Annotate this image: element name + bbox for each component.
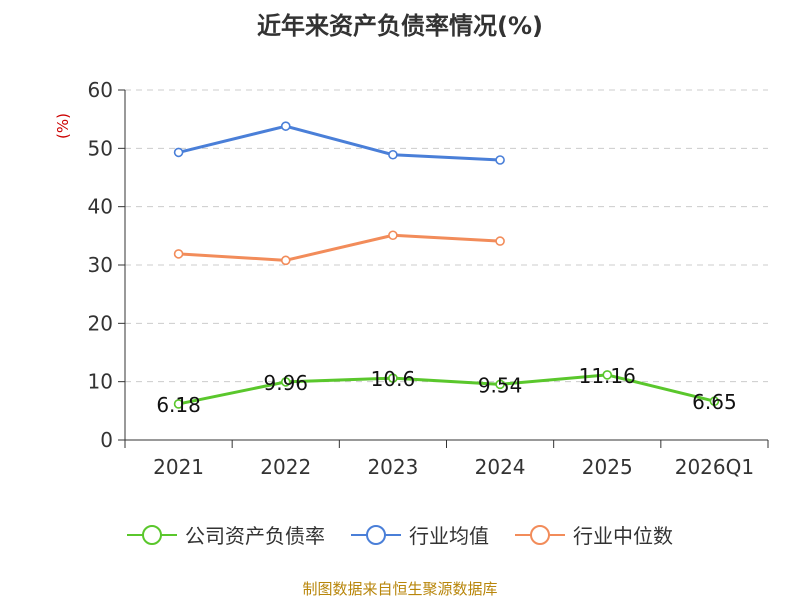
legend-label: 公司资产负债率 [185, 524, 325, 548]
legend-item-3[interactable]: 行业中位数 [515, 520, 673, 549]
data-point [173, 249, 184, 259]
data-point [388, 373, 398, 383]
y-tick-label: 50 [88, 136, 113, 160]
data-point [388, 149, 398, 160]
legend-marker [366, 524, 386, 545]
data-point [173, 147, 184, 158]
x-tick-label: 2026Q1 [675, 455, 754, 479]
x-tick-label: 2024 [475, 455, 526, 479]
data-point [280, 377, 291, 387]
legend-label: 行业均值 [409, 524, 489, 548]
legend-label: 行业中位数 [573, 524, 673, 548]
legend: 公司资产负债率 行业均值 行业中位数 [0, 520, 800, 549]
x-tick-label: 2025 [582, 455, 633, 479]
legend-marker [530, 524, 550, 545]
data-point [709, 396, 720, 407]
y-tick-label: 40 [88, 195, 113, 219]
legend-swatch [127, 524, 177, 545]
x-tick-label: 2023 [367, 455, 418, 479]
data-point [280, 255, 291, 266]
y-tick-label: 60 [88, 78, 113, 102]
legend-item-1[interactable]: 公司资产负债率 [127, 520, 325, 549]
y-tick-label: 30 [88, 253, 113, 277]
y-axis-unit: (%) [54, 113, 72, 139]
data-label: 6.65 [692, 390, 737, 414]
series-line-1 [178, 373, 715, 406]
x-tick-label: 2022 [260, 455, 311, 479]
legend-item-2[interactable]: 行业均值 [351, 520, 489, 549]
data-point [173, 399, 184, 409]
data-point [602, 370, 613, 380]
chart-title: 近年来资产负债率情况(%) [257, 12, 543, 40]
data-label: 6.18 [156, 393, 201, 417]
y-tick-label: 10 [88, 370, 113, 394]
data-point [388, 230, 398, 241]
series-line-3 [178, 233, 501, 262]
y-tick-label: 20 [88, 311, 113, 335]
legend-marker [142, 524, 162, 545]
data-label: 9.96 [263, 371, 308, 395]
source-note: 制图数据来自恒生聚源数据库 [302, 580, 498, 598]
data-label: 10.6 [371, 367, 416, 391]
data-label: 11.16 [579, 364, 636, 388]
series-line-2 [178, 124, 501, 162]
data-label: 9.54 [478, 373, 523, 397]
legend-swatch [515, 524, 565, 545]
y-tick-label: 0 [100, 428, 113, 452]
data-point [280, 121, 291, 131]
data-point [495, 155, 505, 165]
data-point [495, 379, 505, 390]
x-tick-label: 2021 [153, 455, 204, 479]
data-point [495, 236, 505, 246]
legend-swatch [351, 524, 401, 545]
